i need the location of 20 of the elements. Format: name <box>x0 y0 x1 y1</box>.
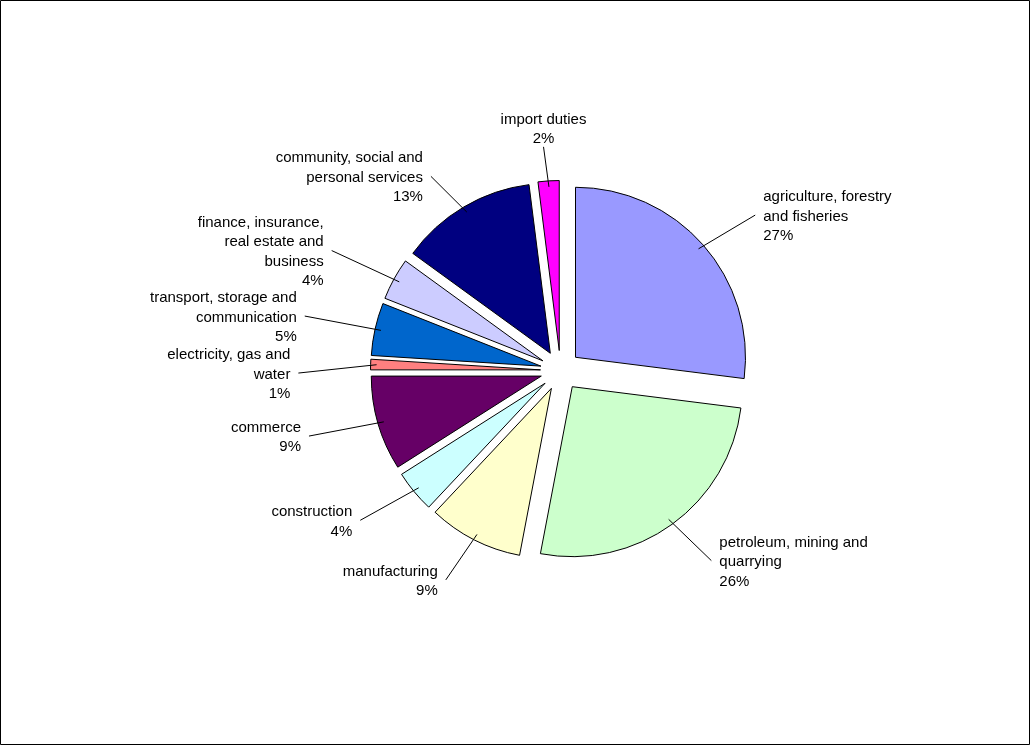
data-label: 2% <box>532 129 555 147</box>
slice-label: import duties <box>500 109 587 127</box>
slice-label: community, social and personal services <box>275 148 423 185</box>
slice-label: agriculture, forestry and fisheries <box>763 187 893 224</box>
slice-label: commerce <box>230 417 301 435</box>
slice-label: construction <box>271 502 353 520</box>
data-label: 9% <box>279 437 301 455</box>
data-label: 4% <box>330 521 353 539</box>
slice-label: manufacturing <box>342 561 438 579</box>
slice-label: petroleum, mining and quarrying <box>719 532 868 570</box>
slice-label: finance, insurance, real estate and business <box>197 212 324 269</box>
slice-label: electricity, gas and water <box>167 345 291 382</box>
data-label: 9% <box>416 581 438 599</box>
data-label: 26% <box>719 571 750 589</box>
slice-label: transport, storage and communication <box>150 288 297 325</box>
data-label: 1% <box>268 384 291 402</box>
data-label: 13% <box>392 187 423 205</box>
data-label: 27% <box>763 226 794 244</box>
data-label: 4% <box>302 271 324 289</box>
data-label: 5% <box>275 327 297 345</box>
